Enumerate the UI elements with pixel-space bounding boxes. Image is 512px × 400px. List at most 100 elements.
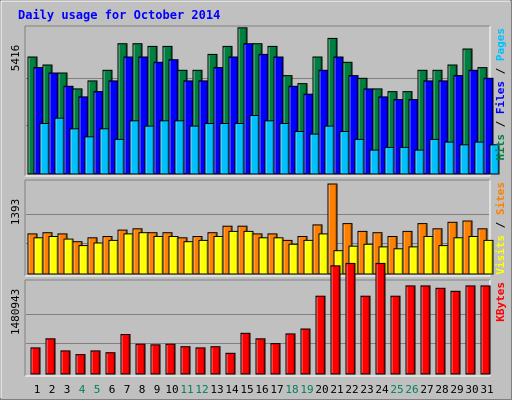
bar-sites-day-11: [183, 241, 194, 275]
bar-kbytes-day-13: [210, 346, 221, 375]
bar-files-day-30: [468, 69, 479, 175]
bar-sites-day-12: [198, 239, 209, 275]
bar-kbytes-day-7: [120, 334, 131, 375]
day-label-21: 21: [330, 383, 343, 396]
bar-sites-day-4: [78, 245, 89, 275]
bar-files-day-15: [243, 43, 254, 175]
legend-visits: Visits: [494, 235, 507, 275]
bar-files-day-7: [123, 56, 134, 175]
bar-pages-day-13: [219, 123, 230, 175]
day-label-22: 22: [345, 383, 358, 396]
bar-kbytes-day-19: [300, 328, 311, 375]
legend-separator: /: [494, 215, 507, 235]
bar-pages-day-20: [324, 125, 335, 175]
bar-sites-day-17: [273, 237, 284, 275]
bar-sites-day-5: [93, 242, 104, 275]
bar-pages-day-7: [129, 120, 140, 175]
legend-middle: Visits / Sites: [494, 182, 507, 275]
bar-kbytes-day-29: [450, 290, 461, 375]
bar-kbytes-day-24: [375, 262, 386, 375]
day-label-11: 11: [180, 383, 193, 396]
bar-pages-day-1: [39, 123, 50, 175]
bar-kbytes-day-10: [165, 343, 176, 375]
day-label-30: 30: [465, 383, 478, 396]
day-label-16: 16: [255, 383, 268, 396]
bar-kbytes-day-12: [195, 347, 206, 375]
bar-pages-day-23: [369, 149, 380, 175]
bar-kbytes-day-11: [180, 346, 191, 375]
bar-pages-day-11: [189, 125, 200, 175]
bar-kbytes-day-20: [315, 295, 326, 375]
day-label-8: 8: [139, 383, 146, 396]
day-label-2: 2: [49, 383, 56, 396]
bar-pages-day-10: [174, 120, 185, 175]
bar-kbytes-day-9: [150, 344, 161, 375]
bar-pages-day-25: [399, 146, 410, 175]
legend-kbytes: KBytes: [494, 282, 507, 322]
bar-sites-day-15: [243, 230, 254, 275]
bar-sites-day-6: [108, 239, 119, 275]
day-label-13: 13: [210, 383, 223, 396]
bar-kbytes-day-25: [390, 295, 401, 375]
bar-files-day-29: [453, 75, 464, 175]
day-label-3: 3: [64, 383, 71, 396]
bar-sites-day-30: [468, 236, 479, 275]
bar-sites-day-19: [303, 239, 314, 275]
bar-kbytes-day-27: [420, 285, 431, 375]
bar-pages-day-3: [69, 128, 80, 175]
bar-sites-day-29: [453, 237, 464, 275]
legend-bottom: KBytes: [494, 282, 507, 322]
scale-label-bottom: 1480943: [9, 289, 22, 335]
bar-pages-day-12: [204, 123, 215, 175]
bar-files-day-16: [258, 53, 269, 175]
legend-pages: Pages: [494, 28, 507, 61]
bar-pages-day-15: [249, 115, 260, 175]
bar-sites-day-25: [393, 248, 404, 275]
day-label-29: 29: [450, 383, 463, 396]
bar-files-day-14: [228, 56, 239, 175]
bar-sites-day-3: [63, 238, 74, 275]
day-label-18: 18: [285, 383, 298, 396]
bar-kbytes-day-15: [240, 332, 251, 375]
bar-sites-day-18: [288, 243, 299, 275]
bar-files-day-10: [168, 59, 179, 175]
bar-kbytes-day-14: [225, 352, 236, 375]
bar-files-day-26: [408, 99, 419, 175]
legend-separator: /: [494, 114, 507, 134]
day-label-9: 9: [154, 383, 161, 396]
x-axis-labels: 1 2 3 4 5 6 7 8 9 10 11 12 13 14 15 16 17 18 19 20 21 22 23 24 2…: [34, 383, 494, 396]
bar-files-day-8: [138, 56, 149, 175]
bar-kbytes-day-31: [480, 285, 491, 375]
day-label-5: 5: [94, 383, 101, 396]
bar-files-day-6: [108, 80, 119, 175]
panel-top: 5416 Hits / Files / Pages: [9, 25, 507, 177]
legend-top: Hits / Files / Pages: [494, 28, 507, 161]
bar-kbytes-day-30: [465, 285, 476, 375]
bar-sites-day-23: [363, 243, 374, 275]
chart-title: Daily usage for October 2014: [18, 8, 220, 22]
bar-pages-day-21: [339, 131, 350, 175]
bar-sites-day-2: [48, 236, 59, 275]
bar-sites-day-31: [483, 239, 494, 275]
bar-files-day-20: [318, 69, 329, 175]
bar-files-day-9: [153, 61, 164, 175]
bar-kbytes-day-6: [105, 352, 116, 375]
bar-sites-day-16: [258, 237, 269, 275]
bar-pages-day-18: [294, 131, 305, 175]
day-label-6: 6: [109, 383, 116, 396]
legend-files: Files: [494, 81, 507, 114]
day-label-19: 19: [300, 383, 313, 396]
bar-pages-day-24: [384, 146, 395, 175]
bar-pages-day-14: [234, 123, 245, 175]
day-label-12: 12: [195, 383, 208, 396]
bar-pages-day-9: [159, 120, 170, 175]
day-label-14: 14: [225, 383, 239, 396]
bar-sites-day-7: [123, 233, 134, 275]
day-label-15: 15: [240, 383, 253, 396]
bar-pages-day-19: [309, 133, 320, 175]
bar-sites-day-26: [408, 246, 419, 275]
bar-files-day-23: [363, 88, 374, 175]
bar-pages-day-27: [429, 138, 440, 175]
day-label-27: 27: [420, 383, 433, 396]
